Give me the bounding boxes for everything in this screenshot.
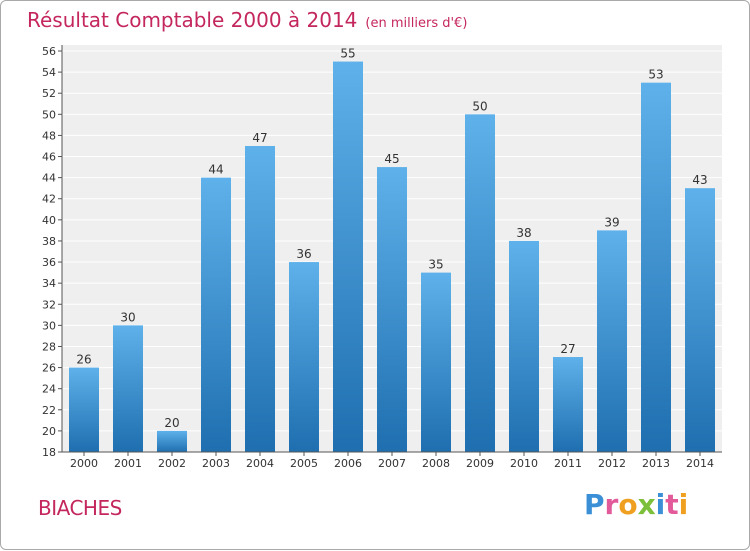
chart-title: Résultat Comptable 2000 à 2014 (27, 8, 358, 32)
proxiti-logo: Proxiti (584, 488, 688, 521)
x-tick-label: 2014 (686, 457, 714, 470)
location-label: BIACHES (38, 496, 122, 520)
axes: 18 20 22 24 26 28 30 32 34 36 38 40 42 44 46 48 50 52 54 56… (42, 45, 722, 470)
bar-2003 (201, 177, 231, 452)
bar-value-label: 30 (120, 310, 135, 324)
logo-letter: x (637, 488, 656, 521)
bar-value-label: 47 (252, 131, 267, 145)
x-tick-label: 2013 (642, 457, 670, 470)
bar-value-label: 55 (340, 47, 355, 61)
logo-letter: i (678, 488, 689, 521)
logo-letter: o (618, 488, 638, 521)
bar-2000 (69, 367, 99, 452)
x-tick-label: 2005 (290, 457, 318, 470)
bar-2006 (333, 61, 363, 452)
bar-value-label: 45 (384, 152, 399, 166)
bar-2005 (289, 262, 319, 452)
bar-2012 (597, 230, 627, 452)
bar-value-label: 43 (692, 173, 707, 187)
bar-2002 (157, 430, 187, 452)
bars: 26 30 20 44 47 36 55 45 35 50 38 27 39 53 43 (69, 47, 715, 452)
bar-2007 (377, 167, 407, 452)
y-tick-label: 28 (42, 340, 56, 353)
chart-subtitle: (en milliers d'€) (365, 16, 468, 31)
bar-2010 (509, 240, 539, 452)
y-tick-label: 42 (42, 193, 56, 206)
x-tick-label: 2000 (70, 457, 98, 470)
y-tick-label: 38 (42, 235, 56, 248)
logo-letter: r (604, 488, 619, 521)
logo-letter: i (655, 488, 666, 521)
y-tick-label: 20 (42, 425, 56, 438)
y-tick-label: 46 (42, 151, 56, 164)
y-tick-label: 32 (42, 298, 56, 311)
bar-2013 (641, 82, 671, 452)
y-tick-label: 24 (42, 383, 56, 396)
x-tick-label: 2012 (598, 457, 626, 470)
x-tick-label: 2009 (466, 457, 494, 470)
bar-value-label: 39 (604, 215, 619, 229)
bar-value-label: 36 (296, 247, 311, 261)
x-tick-label: 2011 (554, 457, 582, 470)
x-tick-label: 2001 (114, 457, 142, 470)
bar-value-label: 20 (164, 416, 179, 430)
y-tick-label: 18 (42, 446, 56, 459)
y-tick-label: 40 (42, 214, 56, 227)
bar-2001 (113, 325, 143, 452)
x-tick-label: 2004 (246, 457, 274, 470)
y-tick-label: 48 (42, 129, 56, 142)
bar-value-label: 38 (516, 226, 531, 240)
chart-title-line: Résultat Comptable 2000 à 2014 (en millie… (27, 8, 467, 32)
y-tick-label: 26 (42, 362, 56, 375)
y-tick-label: 34 (42, 277, 56, 290)
logo-letter: t (665, 488, 679, 521)
bar-value-label: 53 (648, 68, 663, 82)
x-tick-label: 2010 (510, 457, 538, 470)
y-tick-label: 22 (42, 404, 56, 417)
bar-value-label: 44 (208, 163, 223, 177)
x-tick-label: 2002 (158, 457, 186, 470)
bar-2009 (465, 114, 495, 452)
x-tick-label: 2007 (378, 457, 406, 470)
bar-2008 (421, 272, 451, 452)
y-tick-label: 54 (42, 66, 56, 79)
bar-2014 (685, 188, 715, 452)
y-tick-label: 44 (42, 172, 56, 185)
logo-letter: P (584, 488, 605, 521)
bar-value-label: 27 (560, 342, 575, 356)
x-tick-label: 2008 (422, 457, 450, 470)
bar-value-label: 50 (472, 99, 487, 113)
x-tick-label: 2006 (334, 457, 362, 470)
y-tick-label: 50 (42, 108, 56, 121)
y-tick-label: 52 (42, 87, 56, 100)
bar-value-label: 35 (428, 258, 443, 272)
y-tick-label: 56 (42, 45, 56, 58)
x-tick-label: 2003 (202, 457, 230, 470)
bar-2004 (245, 145, 275, 452)
bar-value-label: 26 (76, 353, 91, 367)
y-tick-label: 30 (42, 319, 56, 332)
bar-2011 (553, 357, 583, 452)
y-tick-label: 36 (42, 256, 56, 269)
